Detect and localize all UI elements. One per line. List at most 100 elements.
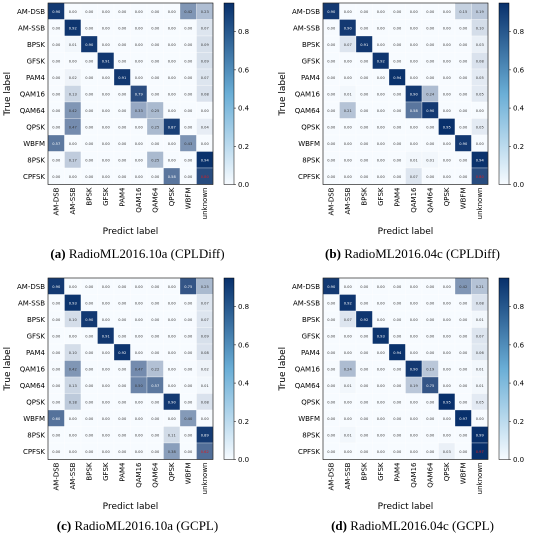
cell-value-label: 0.00 <box>168 318 177 322</box>
cell-value-label: 0.00 <box>360 400 369 404</box>
cell-value-label: 0.00 <box>52 318 61 322</box>
cell-value-label: 0.00 <box>102 92 111 96</box>
colorbar-tick-label: 0.8 <box>238 303 249 311</box>
y-tick-label: GFSK <box>302 57 321 65</box>
cell-value-label: 0.00 <box>135 417 144 421</box>
cell-value-label: 0.00 <box>168 158 177 162</box>
cell-value-label: 0.00 <box>52 43 61 47</box>
cell-value-label: 0.00 <box>344 142 353 146</box>
cell-value-label: 0.00 <box>459 76 468 80</box>
cell-value-label: 0.00 <box>69 59 78 63</box>
cell-value-label: 0.00 <box>327 26 336 30</box>
cell-value-label: 0.90 <box>85 318 94 322</box>
x-tick-label: AM-DSB <box>328 462 336 490</box>
cell-value-label: 0.00 <box>135 450 144 454</box>
cell-value-label: 0.00 <box>184 125 193 129</box>
cell-value-label: 0.91 <box>118 76 126 80</box>
cell-value-label: 0.00 <box>426 301 435 305</box>
cell-value-label: 0.00 <box>410 450 419 454</box>
cell-value-label: 0.00 <box>85 158 94 162</box>
cell-value-label: 0.00 <box>377 10 386 14</box>
y-tick-label: QAM16 <box>295 90 321 98</box>
cell-value-label: 0.00 <box>102 450 111 454</box>
cell-value-label: 0.00 <box>184 351 193 355</box>
cell-value-label: 0.38 <box>168 450 177 454</box>
plot-frame <box>322 2 489 185</box>
y-tick-label: QPSK <box>26 398 45 406</box>
cell-value-label: 0.00 <box>410 59 419 63</box>
cell-value-label: 0.08 <box>476 59 485 63</box>
cell-value-label: 0.18 <box>69 400 78 404</box>
cell-value-label: 0.00 <box>459 92 468 96</box>
cell-value-label: 0.01 <box>410 158 418 162</box>
caption-c: (c) RadioML2016.10a (GCPL) <box>56 518 219 533</box>
cell-value-label: 0.00 <box>52 384 61 388</box>
cell-value-label: 0.00 <box>184 433 193 437</box>
cell-value-label: 0.09 <box>201 59 210 63</box>
cell-value-label: 0.00 <box>443 417 452 421</box>
cell-value-label: 0.00 <box>360 26 369 30</box>
cell-value-label: 0.00 <box>377 43 386 47</box>
x-tick-label: QPSK <box>168 187 176 206</box>
confusion-matrix-b: 0.90 0.00 0.00 0.00 0.00 0.00 0.00 0.00 0.15 0.19… <box>278 2 525 237</box>
cell-value-label: 0.00 <box>327 417 336 421</box>
cell-value-label: 0.00 <box>426 76 435 80</box>
cell-value-label: 0.90 <box>52 285 61 289</box>
cell-value-label: 0.00 <box>52 59 61 63</box>
x-axis-title: Predict label <box>103 502 159 512</box>
cell-value-label: 0.00 <box>184 59 193 63</box>
cell-value-label: 0.00 <box>360 351 369 355</box>
cell-value-label: 0.00 <box>52 433 61 437</box>
y-tick-label: GFSK <box>302 332 321 340</box>
cell-value-label: 0.00 <box>360 10 369 14</box>
cell-value-label: 0.00 <box>360 142 369 146</box>
cell-value-label: 0.07 <box>201 301 209 305</box>
cell-value-label: 0.13 <box>69 92 77 96</box>
y-axis-title: True label <box>278 347 288 392</box>
cell-value-label: 0.90 <box>85 43 94 47</box>
cell-value-label: 0.00 <box>52 450 61 454</box>
cell-value-label: 0.00 <box>52 76 61 80</box>
y-tick-label: GFSK <box>27 57 46 65</box>
cell-value-label: 0.00 <box>344 285 353 289</box>
cell-value-label: 0.00 <box>410 301 419 305</box>
cell-value-label: 0.00 <box>168 109 177 113</box>
cell-value-label: 0.00 <box>443 301 452 305</box>
cell-value-label: 0.92 <box>118 351 126 355</box>
cell-value-label: 0.00 <box>443 26 452 30</box>
cell-value-label: 0.00 <box>184 158 193 162</box>
cell-value-label: 0.00 <box>327 384 336 388</box>
cell-value-label: 0.00 <box>426 125 435 129</box>
cell-value-label: 0.00 <box>168 142 177 146</box>
cell-value-label: 0.22 <box>151 367 159 371</box>
x-tick-label: GFSK <box>102 187 110 206</box>
cell-value-label: 0.21 <box>476 285 484 289</box>
x-tick-label: AM-SSB <box>344 187 352 214</box>
cell-value-label: 0.10 <box>476 26 485 30</box>
cell-value-label: 0.00 <box>360 301 369 305</box>
cell-value-label: 0.00 <box>443 285 452 289</box>
cell-value-label: 0.01 <box>344 384 352 388</box>
cell-value-label: 0.00 <box>393 125 402 129</box>
cell-value-label: 0.00 <box>327 109 336 113</box>
cell-value-label: 0.00 <box>443 318 452 322</box>
cell-value-label: 0.00 <box>168 10 177 14</box>
x-tick-label: WBFM <box>460 188 468 210</box>
cell-value-label: 0.00 <box>135 433 144 437</box>
cell-value-label: 0.03 <box>476 43 484 47</box>
cell-value-label: 0.00 <box>85 417 94 421</box>
y-tick-label: QAM64 <box>295 382 321 390</box>
cell-value-label: 0.60 <box>52 417 61 421</box>
cell-value-label: 0.07 <box>476 334 484 338</box>
panel-d: 0.90 0.00 0.00 0.00 0.00 0.00 0.00 0.00 0.42 0.21… <box>275 275 550 538</box>
cell-value-label: 0.00 <box>102 175 111 179</box>
cell-value-label: 0.05 <box>476 76 484 80</box>
cell-value-label: 0.00 <box>459 301 468 305</box>
cell-value-label: 0.01 <box>69 43 77 47</box>
cell-value-label: 0.95 <box>443 125 451 129</box>
cell-value-label: 0.00 <box>184 367 193 371</box>
y-tick-label: QPSK <box>26 123 45 131</box>
x-tick-label: AM-SSB <box>69 462 77 489</box>
cell-value-label: 0.00 <box>344 59 353 63</box>
cell-value-label: 0.00 <box>52 26 61 30</box>
